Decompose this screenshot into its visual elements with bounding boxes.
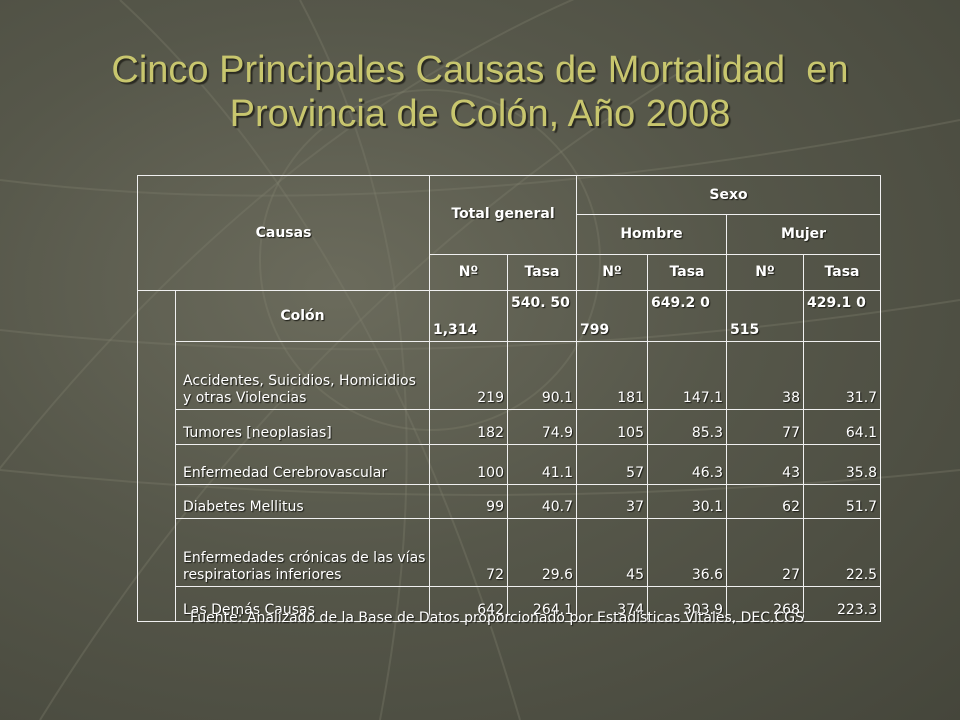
sexo-header: Sexo — [575, 174, 882, 216]
mujer-n-header: Nº — [726, 253, 804, 292]
total-n-header: Nº — [429, 253, 508, 292]
hombre-n-cell: 181 — [576, 340, 648, 410]
mujer-tasa-cell: 22.5 — [802, 517, 882, 587]
causa-cell: Accidentes, Suicidios, Homicidios y otra… — [175, 340, 430, 410]
mujer-header: Mujer — [725, 214, 882, 255]
table-row: Enfermedades crónicas de las vías respir… — [138, 517, 882, 587]
total-general-header: Total general — [429, 175, 577, 255]
table-row: Enfermedad Cerebrovascular 100 41.1 57 4… — [138, 443, 882, 486]
colon-label: Colón — [175, 290, 430, 342]
total-tasa-cell: 264.1 — [507, 585, 577, 623]
title-line-2: Provincia de Colón, Año 2008 — [229, 93, 731, 135]
total-n-cell: 100 — [429, 443, 508, 486]
total-tasa-cell: 40.7 — [507, 484, 577, 519]
hombre-tasa-cell: 147.1 — [647, 340, 727, 410]
total-n-cell: 182 — [429, 408, 508, 445]
hombre-n-cell: 57 — [576, 443, 648, 486]
header-row-3: Nº Tasa Nº Tasa Nº Tasa — [138, 253, 882, 292]
hombre-n-header: Nº — [576, 253, 648, 292]
hombre-tasa-cell: 85.3 — [647, 408, 727, 445]
causa-cell: Enfermedades crónicas de las vías respir… — [175, 517, 430, 587]
mujer-n-cell: 62 — [726, 484, 804, 519]
total-tasa-header: Tasa — [507, 253, 577, 292]
header-row-1: Causas Total general Sexo — [137, 174, 882, 292]
causa-cell: Las Demás Causas — [175, 585, 430, 623]
mujer-n-cell: 77 — [726, 408, 804, 445]
header-row-2: Hombre Mujer — [138, 214, 882, 255]
total-tasa-cell: 41.1 — [507, 443, 577, 486]
total-n-cell: 642 — [429, 585, 508, 623]
mujer-tasa-header: Tasa — [802, 253, 882, 292]
total-n-cell: 219 — [429, 340, 508, 410]
table-row: Diabetes Mellitus 99 40.7 37 30.1 62 51.… — [138, 484, 882, 519]
colon-total-tasa: 540. 50 — [507, 290, 577, 342]
causa-cell: Diabetes Mellitus — [175, 484, 430, 519]
colon-mujer-n: 515 — [726, 290, 804, 342]
mujer-tasa-cell: 31.7 — [802, 340, 882, 410]
hombre-n-cell: 45 — [576, 517, 648, 587]
source-note: Fuente: Analizado de la Base de Datos pr… — [190, 610, 805, 626]
mujer-n-cell: 27 — [726, 517, 804, 587]
colon-hombre-tasa: 649.2 0 — [647, 290, 727, 342]
colon-row: Colón 1,314 540. 50 799 649.2 0 515 429.… — [137, 290, 882, 622]
mujer-tasa-cell: 51.7 — [802, 484, 882, 519]
hombre-tasa-cell: 30.1 — [647, 484, 727, 519]
mujer-n-cell: 43 — [726, 443, 804, 486]
colon-hombre-n: 799 — [576, 290, 648, 342]
hombre-header: Hombre — [576, 214, 727, 255]
mujer-tasa-cell: 35.8 — [802, 443, 882, 486]
table-row: Accidentes, Suicidios, Homicidios y otra… — [138, 340, 882, 410]
mortality-table: Causas Total general Sexo Hombre Mujer N… — [137, 174, 882, 623]
hombre-tasa-cell: 36.6 — [647, 517, 727, 587]
colon-total-n: 1,314 — [429, 290, 508, 342]
mujer-tasa-cell: 223.3 — [802, 585, 882, 623]
total-tasa-cell: 90.1 — [507, 340, 577, 410]
colon-mujer-tasa: 429.1 0 — [802, 290, 882, 342]
table-row: Las Demás Causas 642 264.1 374 303.9 268… — [138, 585, 882, 623]
indent-cell — [137, 290, 176, 622]
title-line-1: Cinco Principales Causas de Mortalidad e… — [111, 49, 849, 91]
table-row: Tumores [neoplasias] 182 74.9 105 85.3 7… — [138, 408, 882, 445]
hombre-tasa-cell: 46.3 — [647, 443, 727, 486]
slide-title: Cinco Principales Causas de Mortalidad e… — [0, 48, 960, 136]
causas-header: Causas — [137, 174, 430, 292]
total-tasa-cell: 29.6 — [507, 517, 577, 587]
causa-cell: Tumores [neoplasias] — [175, 408, 430, 445]
total-tasa-cell: 74.9 — [507, 408, 577, 445]
total-n-cell: 72 — [429, 517, 508, 587]
total-n-cell: 99 — [429, 484, 508, 519]
causa-cell: Enfermedad Cerebrovascular — [175, 443, 430, 486]
hombre-n-cell: 374 — [576, 585, 648, 623]
hombre-n-cell: 105 — [576, 408, 648, 445]
mujer-n-cell: 268 — [726, 585, 804, 623]
hombre-tasa-cell: 303.9 — [647, 585, 727, 623]
hombre-n-cell: 37 — [576, 484, 648, 519]
mujer-tasa-cell: 64.1 — [802, 408, 882, 445]
mujer-n-cell: 38 — [726, 340, 804, 410]
hombre-tasa-header: Tasa — [647, 253, 727, 292]
